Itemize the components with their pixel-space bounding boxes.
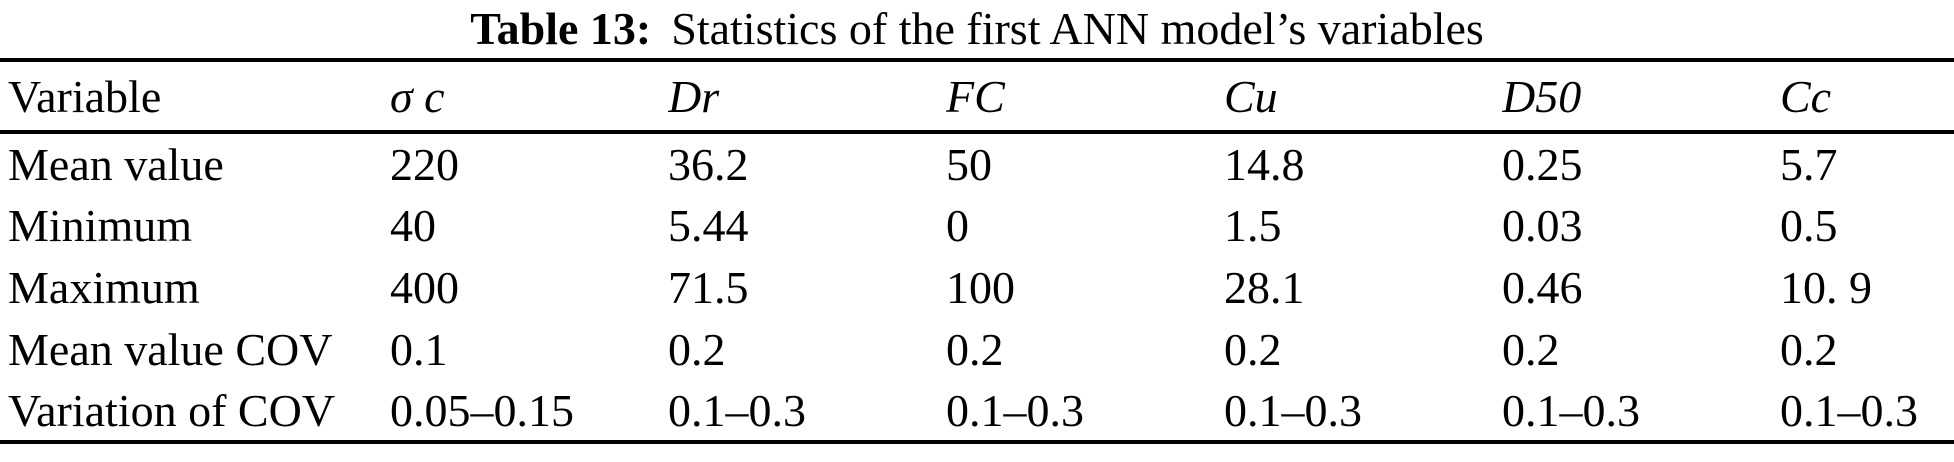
table-cell: 0.1–0.3 [668,384,806,436]
table-cell: 0.2 [1780,323,1838,375]
table-cell: 0.03 [1502,199,1583,251]
column-header-dr: Dr [668,70,720,122]
row-label: Maximum [8,261,200,313]
column-header-cu: Cu [1224,70,1278,122]
table-cell: 220 [390,138,459,190]
table-row-minimum: Minimum 40 5.44 0 1.5 0.03 0.5 [0,194,1954,256]
table-body: Mean value 220 36.2 50 14.8 0.25 5.7 Min… [0,132,1954,442]
table-cell: 0.1–0.3 [1780,384,1918,436]
table-cell: 100 [946,261,1015,313]
table-cell: 5.44 [668,199,749,251]
column-header-variable: Variable [8,70,162,122]
column-header-d50: D50 [1502,70,1582,122]
table-cell: 0.05–0.15 [390,384,574,436]
column-header-cc: Cc [1780,70,1832,122]
table-cell: 1.5 [1224,199,1282,251]
table-cell: 0.1 [390,323,448,375]
table-cell: 0.25 [1502,138,1583,190]
table-row-variation-of-cov: Variation of COV 0.05–0.15 0.1–0.3 0.1–0… [0,380,1954,442]
table-row-maximum: Maximum 400 71.5 100 28.1 0.46 10. 9 [0,256,1954,318]
row-label: Variation of COV [8,384,336,436]
table-cell: 50 [946,138,992,190]
table-cell: 0.2 [946,323,1004,375]
table-cell: 10. 9 [1780,261,1872,313]
table-cell: 0.46 [1502,261,1583,313]
table-cell: 36.2 [668,138,749,190]
table-cell: 14.8 [1224,138,1305,190]
row-label: Minimum [8,199,193,251]
table-cell: 0.2 [668,323,726,375]
table-cell: 0.1–0.3 [1502,384,1640,436]
table-cell: 400 [390,261,459,313]
table-cell: 0.2 [1224,323,1282,375]
row-label: Mean value [8,138,224,190]
table-caption-text: Statistics of the first ANN model’s vari… [671,3,1484,54]
table-cell: 0 [946,199,969,251]
table-cell: 0.2 [1502,323,1560,375]
table-cell: 5.7 [1780,138,1838,190]
table-cell: 40 [390,199,436,251]
table-cell: 0.1–0.3 [1224,384,1362,436]
statistics-table: Variable σ c Dr FC Cu D50 Cc Mean value … [0,58,1954,444]
table-caption-number: Table 13: [470,3,652,54]
row-label: Mean value COV [8,323,333,375]
table-row-mean-value: Mean value 220 36.2 50 14.8 0.25 5.7 [0,132,1954,194]
table-caption: Table 13: Statistics of the first ANN mo… [0,0,1954,58]
table-cell: 0.1–0.3 [946,384,1084,436]
table-header: Variable σ c Dr FC Cu D50 Cc [0,60,1954,132]
table-cell: 0.5 [1780,199,1838,251]
table-row-mean-value-cov: Mean value COV 0.1 0.2 0.2 0.2 0.2 0.2 [0,318,1954,380]
table-cell: 71.5 [668,261,749,313]
table-cell: 28.1 [1224,261,1305,313]
column-header-sigma-c: σ c [390,70,445,122]
column-header-fc: FC [946,70,1005,122]
header-row: Variable σ c Dr FC Cu D50 Cc [0,60,1954,132]
